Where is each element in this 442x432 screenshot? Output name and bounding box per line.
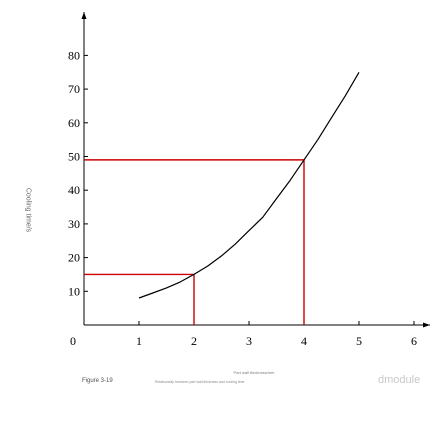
watermark-text: dmodule	[378, 374, 421, 386]
x-tick-label: 2	[191, 334, 197, 348]
x-tick-label: 4	[301, 334, 307, 348]
x-tick-label: 0	[70, 334, 76, 348]
y-tick-label: 20	[68, 251, 80, 265]
y-tick-label: 50	[68, 150, 80, 164]
figure-caption: Relationship between part wall thickness…	[155, 380, 245, 384]
figure-number: Figure 3-19	[82, 378, 113, 384]
series-line	[138, 71, 360, 299]
y-tick-label: 80	[68, 48, 80, 62]
y-tick-label: 60	[68, 116, 80, 130]
x-tick-label: 5	[356, 334, 362, 348]
y-axis-label: Cooling time/s	[24, 187, 32, 233]
y-tick-label: 40	[68, 183, 80, 197]
x-axis-arrow	[423, 322, 430, 328]
x-tick-label: 1	[136, 334, 142, 348]
x-axis-label: Part wall thickness/mm	[233, 370, 275, 375]
y-tick-label: 30	[68, 217, 80, 231]
y-axis-arrow	[81, 12, 87, 19]
x-tick-label: 6	[411, 334, 417, 348]
reference-line	[84, 273, 195, 325]
y-tick-label: 10	[68, 284, 80, 298]
y-tick-label: 70	[68, 82, 80, 96]
x-tick-label: 3	[246, 334, 252, 348]
